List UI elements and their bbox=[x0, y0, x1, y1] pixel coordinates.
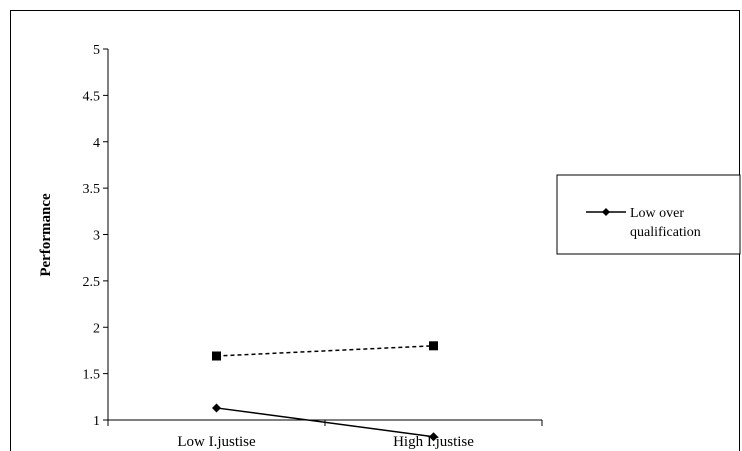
series-1 bbox=[212, 403, 438, 442]
y-axis-title: Performance bbox=[38, 193, 54, 277]
y-tick-label: 1.5 bbox=[83, 368, 101, 383]
y-tick-label: 4 bbox=[93, 136, 100, 151]
y-tick-label: 2.5 bbox=[83, 275, 101, 290]
y-tick-label: 3 bbox=[93, 229, 100, 244]
y-tick-label: 1 bbox=[93, 414, 100, 429]
y-tick-label: 2 bbox=[93, 321, 100, 336]
data-point-square bbox=[429, 341, 438, 351]
legend-diamond-marker bbox=[602, 208, 610, 216]
series-layer bbox=[212, 341, 438, 442]
series-2 bbox=[212, 341, 438, 361]
x-category-label: Low I.justise bbox=[177, 434, 256, 450]
series-line bbox=[216, 345, 434, 357]
data-point-square bbox=[212, 351, 221, 361]
y-tick-label: 3.5 bbox=[83, 182, 101, 197]
legend-box bbox=[556, 174, 741, 255]
data-point-diamond bbox=[429, 432, 438, 442]
series-line bbox=[216, 407, 434, 438]
legend-label-line-2: qualification bbox=[630, 225, 701, 240]
legend: Low over qualification bbox=[556, 174, 741, 255]
x-axis: Low I.justise High I.justise bbox=[107, 419, 543, 450]
legend-label-line-1: Low over bbox=[630, 206, 684, 221]
y-axis: 1 1.5 2 2.5 3 3.5 4 4.5 5 bbox=[83, 43, 109, 429]
y-tick-label: 4.5 bbox=[83, 89, 101, 104]
y-tick-label: 5 bbox=[93, 43, 100, 58]
data-point-diamond bbox=[212, 403, 221, 413]
x-category-label: High I.justise bbox=[393, 434, 474, 450]
